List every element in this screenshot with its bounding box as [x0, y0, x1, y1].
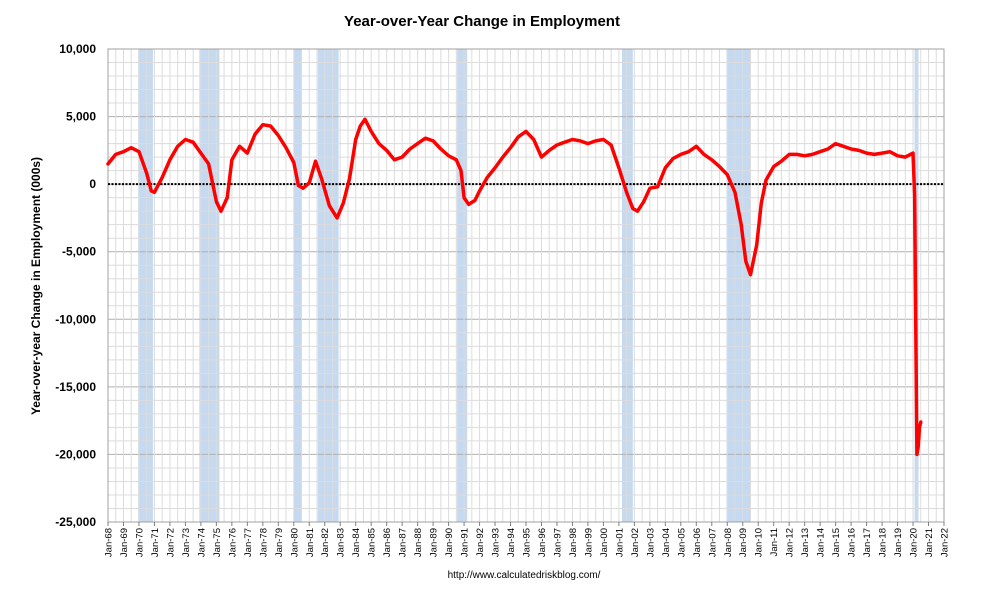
x-tick-label: Jan-14: [816, 528, 827, 557]
chart-title: Year-over-Year Change in Employment: [344, 13, 620, 30]
recession-band-1: [199, 49, 220, 522]
x-tick-label: Jan-89: [429, 528, 440, 557]
x-tick-label: Jan-77: [243, 528, 254, 557]
x-tick-label: Jan-03: [645, 528, 656, 557]
x-tick-label: Jan-08: [723, 528, 734, 557]
recession-bands: [138, 49, 919, 522]
x-tick-label: Jan-87: [398, 528, 409, 557]
x-tick-label: Jan-74: [196, 528, 207, 557]
x-tick-label: Jan-90: [444, 528, 455, 557]
x-tick-label: Jan-19: [893, 528, 904, 557]
recession-band-5: [621, 49, 633, 522]
x-tick-label: Jan-07: [707, 528, 718, 557]
x-tick-label: Jan-98: [568, 528, 579, 557]
x-tick-label: Jan-99: [583, 528, 594, 557]
source-url: http://www.calculatedriskblog.com/: [448, 570, 601, 581]
gridlines: [107, 48, 945, 523]
x-tick-label: Jan-18: [878, 528, 889, 557]
y-tick-label: 5,000: [66, 110, 96, 124]
y-tick-label: -25,000: [55, 515, 96, 529]
recession-band-3: [317, 49, 339, 522]
x-tick-label: Jan-79: [274, 528, 285, 557]
x-axis-ticks: Jan-68 Jan-69 Jan-70 Jan-71 Jan-72 Jan-73 Jan-…: [104, 522, 951, 557]
x-tick-label: Jan-92: [475, 528, 486, 557]
recession-band-2: [293, 49, 302, 522]
y-axis-label: Year-over-year Change in Employment (000…: [29, 157, 43, 415]
x-tick-label: Jan-83: [336, 528, 347, 557]
x-tick-label: Jan-86: [382, 528, 393, 557]
x-tick-label: Jan-73: [181, 528, 192, 557]
x-tick-label: Jan-10: [754, 528, 765, 557]
series-group: [106, 117, 923, 457]
x-tick-label: Jan-76: [227, 528, 238, 557]
x-tick-label: Jan-95: [522, 528, 533, 557]
x-tick-label: Jan-72: [165, 528, 176, 557]
x-tick-label: Jan-80: [289, 528, 300, 557]
y-tick-label: 0: [89, 177, 96, 191]
x-tick-label: Jan-02: [630, 528, 641, 557]
y-tick-label: -20,000: [55, 447, 96, 461]
x-tick-label: Jan-09: [738, 528, 749, 557]
x-tick-label: Jan-97: [552, 528, 563, 557]
x-tick-label: Jan-85: [367, 528, 378, 557]
x-tick-label: Jan-17: [862, 528, 873, 557]
x-tick-label: Jan-93: [491, 528, 502, 557]
x-tick-label: Jan-69: [119, 528, 130, 557]
x-tick-label: Jan-88: [413, 528, 424, 557]
y-tick-label: -10,000: [55, 312, 96, 326]
series-line-0: [106, 117, 923, 457]
recession-band-6: [726, 49, 751, 522]
x-tick-label: Jan-68: [104, 528, 115, 557]
x-tick-label: Jan-12: [785, 528, 796, 557]
x-tick-label: Jan-70: [134, 528, 145, 557]
x-tick-label: Jan-01: [614, 528, 625, 557]
y-tick-label: -5,000: [62, 245, 96, 259]
y-tick-label: -15,000: [55, 380, 96, 394]
x-tick-label: Jan-11: [769, 528, 780, 556]
x-tick-label: Jan-13: [800, 528, 811, 557]
x-tick-label: Jan-05: [676, 528, 687, 557]
x-tick-label: Jan-78: [258, 528, 269, 557]
recession-band-0: [138, 49, 153, 522]
recession-band-4: [457, 49, 468, 522]
y-tick-label: 10,000: [59, 42, 96, 56]
x-tick-label: Jan-04: [661, 528, 672, 557]
x-tick-label: Jan-94: [506, 528, 517, 557]
x-tick-label: Jan-71: [150, 528, 161, 557]
x-tick-label: Jan-00: [599, 528, 610, 557]
x-tick-label: Jan-06: [692, 528, 703, 557]
x-tick-label: Jan-20: [909, 528, 920, 557]
x-tick-label: Jan-75: [212, 528, 223, 557]
x-tick-label: Jan-16: [847, 528, 858, 557]
x-tick-label: Jan-84: [351, 528, 362, 557]
y-axis-ticks: 10,000 5,000 0 -5,000 -10,000 -15,000 -20,000 -…: [55, 42, 96, 529]
x-tick-label: Jan-82: [320, 528, 331, 557]
x-tick-label: Jan-81: [305, 528, 316, 557]
x-tick-label: Jan-15: [831, 528, 842, 557]
x-tick-label: Jan-96: [537, 528, 548, 557]
x-tick-label: Jan-22: [940, 528, 951, 557]
x-tick-label: Jan-21: [924, 528, 935, 557]
x-tick-label: Jan-91: [460, 528, 471, 557]
